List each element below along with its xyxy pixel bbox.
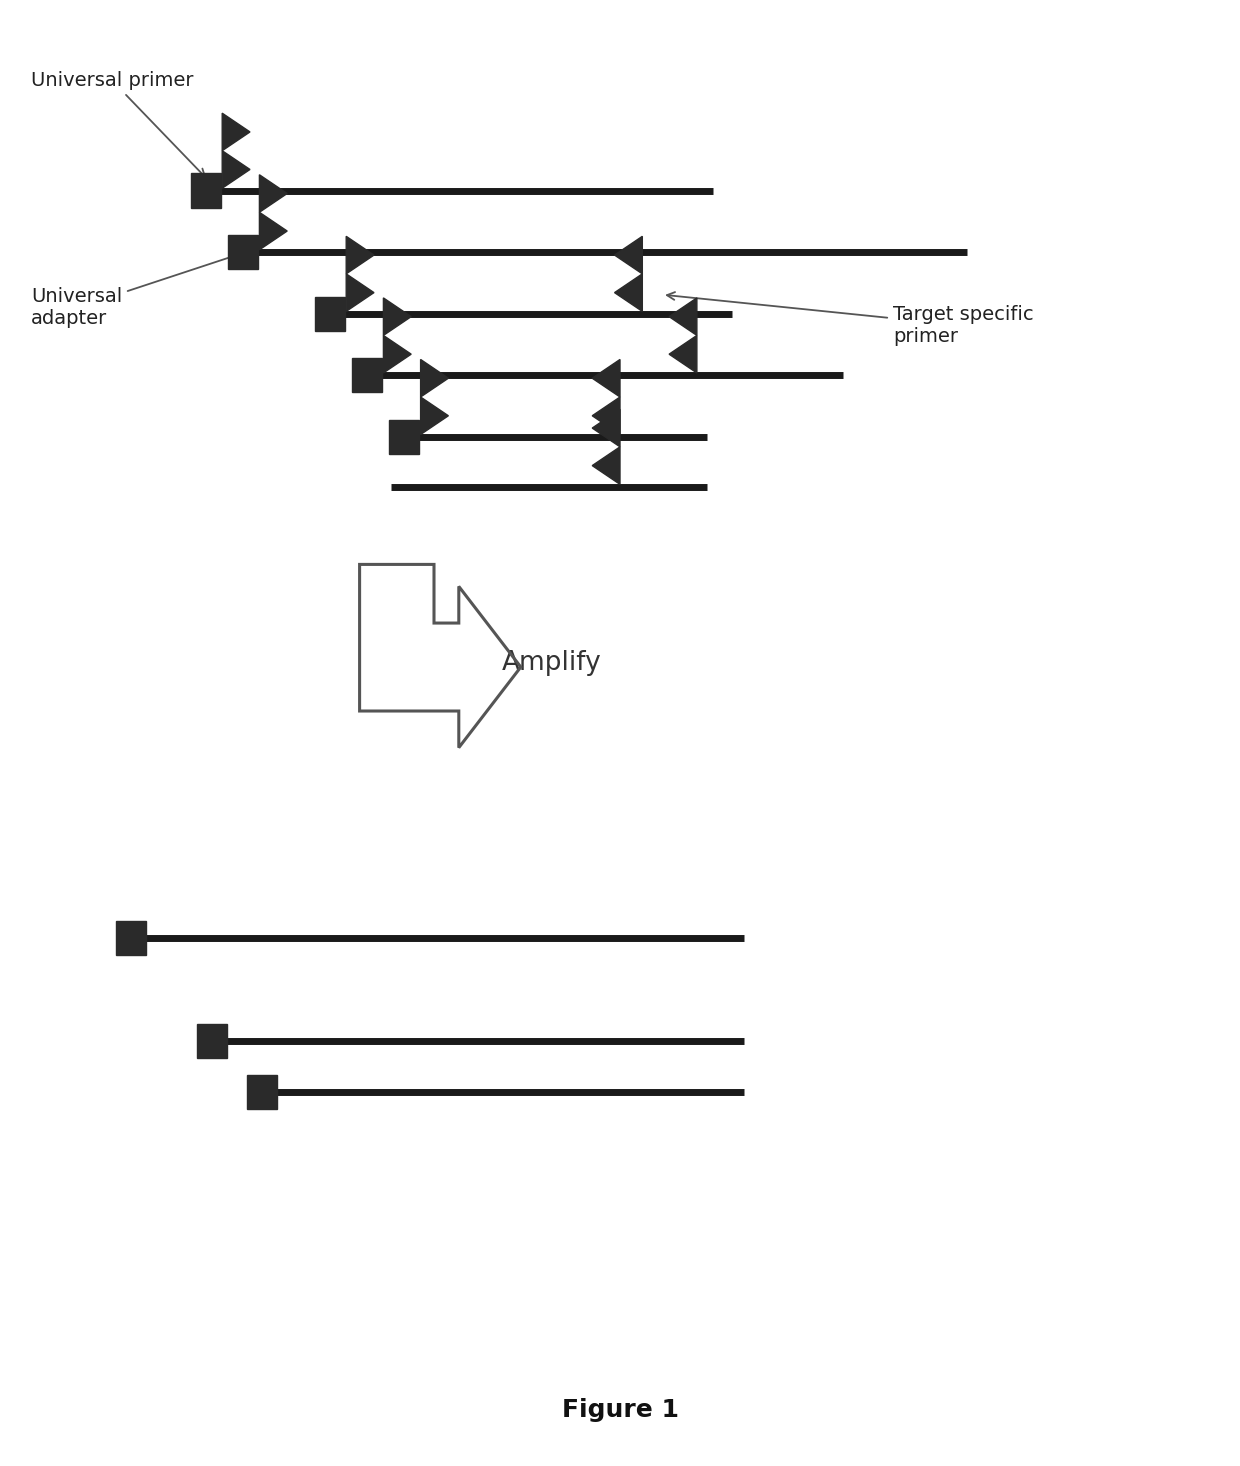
Text: Figure 1: Figure 1 <box>562 1399 678 1422</box>
Polygon shape <box>670 336 697 372</box>
Text: Target specific
primer: Target specific primer <box>667 292 1033 346</box>
Polygon shape <box>615 236 642 274</box>
Bar <box>191 173 221 208</box>
Polygon shape <box>383 336 412 372</box>
Polygon shape <box>222 113 250 151</box>
Polygon shape <box>420 397 449 434</box>
Polygon shape <box>593 409 620 447</box>
Bar <box>247 1075 277 1110</box>
Text: Amplify: Amplify <box>502 649 601 676</box>
Polygon shape <box>420 359 449 397</box>
Polygon shape <box>259 174 288 213</box>
Polygon shape <box>593 447 620 484</box>
Polygon shape <box>615 274 642 311</box>
Polygon shape <box>383 298 412 336</box>
Bar <box>117 921 146 956</box>
Polygon shape <box>259 213 288 249</box>
Polygon shape <box>222 151 250 188</box>
Polygon shape <box>593 359 620 397</box>
Bar <box>389 419 419 454</box>
Polygon shape <box>346 236 374 274</box>
Polygon shape <box>670 298 697 336</box>
Bar <box>352 358 382 393</box>
Bar <box>228 235 258 270</box>
Polygon shape <box>346 274 374 311</box>
Bar <box>315 296 345 331</box>
Bar <box>197 1023 227 1058</box>
Text: Universal
adapter: Universal adapter <box>31 252 241 328</box>
Polygon shape <box>593 397 620 434</box>
Text: Universal primer: Universal primer <box>31 72 205 177</box>
